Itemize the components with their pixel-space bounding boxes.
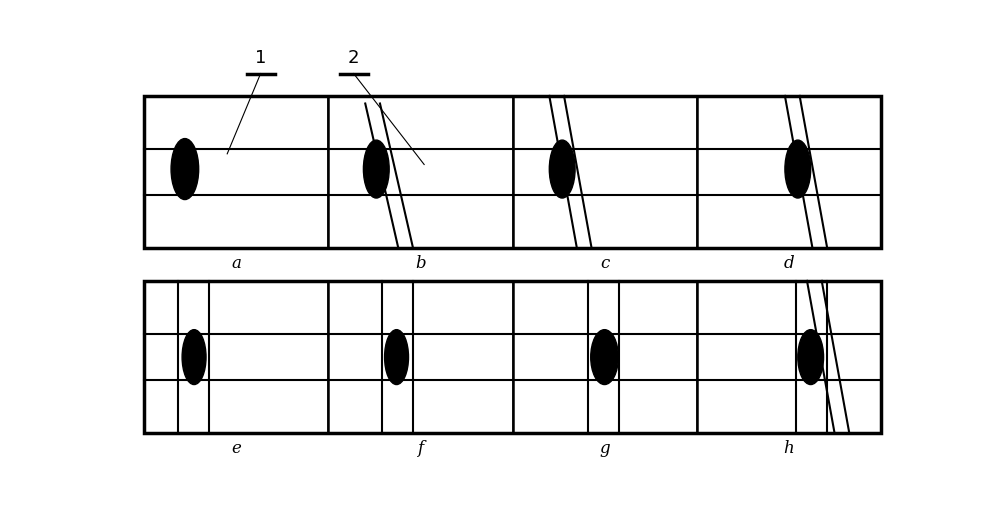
Text: b: b — [415, 256, 426, 272]
Bar — [697, 281, 881, 433]
Text: 2: 2 — [348, 50, 359, 68]
Ellipse shape — [549, 140, 575, 198]
Bar — [144, 96, 881, 248]
Ellipse shape — [171, 138, 199, 200]
Text: c: c — [600, 256, 609, 272]
Text: g: g — [599, 440, 610, 457]
Bar — [512, 281, 697, 433]
Text: h: h — [783, 440, 794, 457]
Ellipse shape — [385, 329, 409, 384]
Bar — [697, 96, 881, 248]
Ellipse shape — [785, 140, 811, 198]
Bar — [328, 96, 512, 248]
Ellipse shape — [591, 329, 618, 384]
Bar — [144, 281, 328, 433]
Text: 1: 1 — [255, 50, 266, 68]
Bar — [144, 96, 328, 248]
Text: e: e — [231, 440, 241, 457]
Text: a: a — [231, 256, 241, 272]
Bar — [144, 281, 881, 433]
Ellipse shape — [798, 329, 824, 384]
Bar — [328, 281, 512, 433]
Ellipse shape — [363, 140, 389, 198]
Text: f: f — [417, 440, 424, 457]
Ellipse shape — [182, 329, 206, 384]
Text: d: d — [783, 256, 794, 272]
Bar — [512, 96, 697, 248]
